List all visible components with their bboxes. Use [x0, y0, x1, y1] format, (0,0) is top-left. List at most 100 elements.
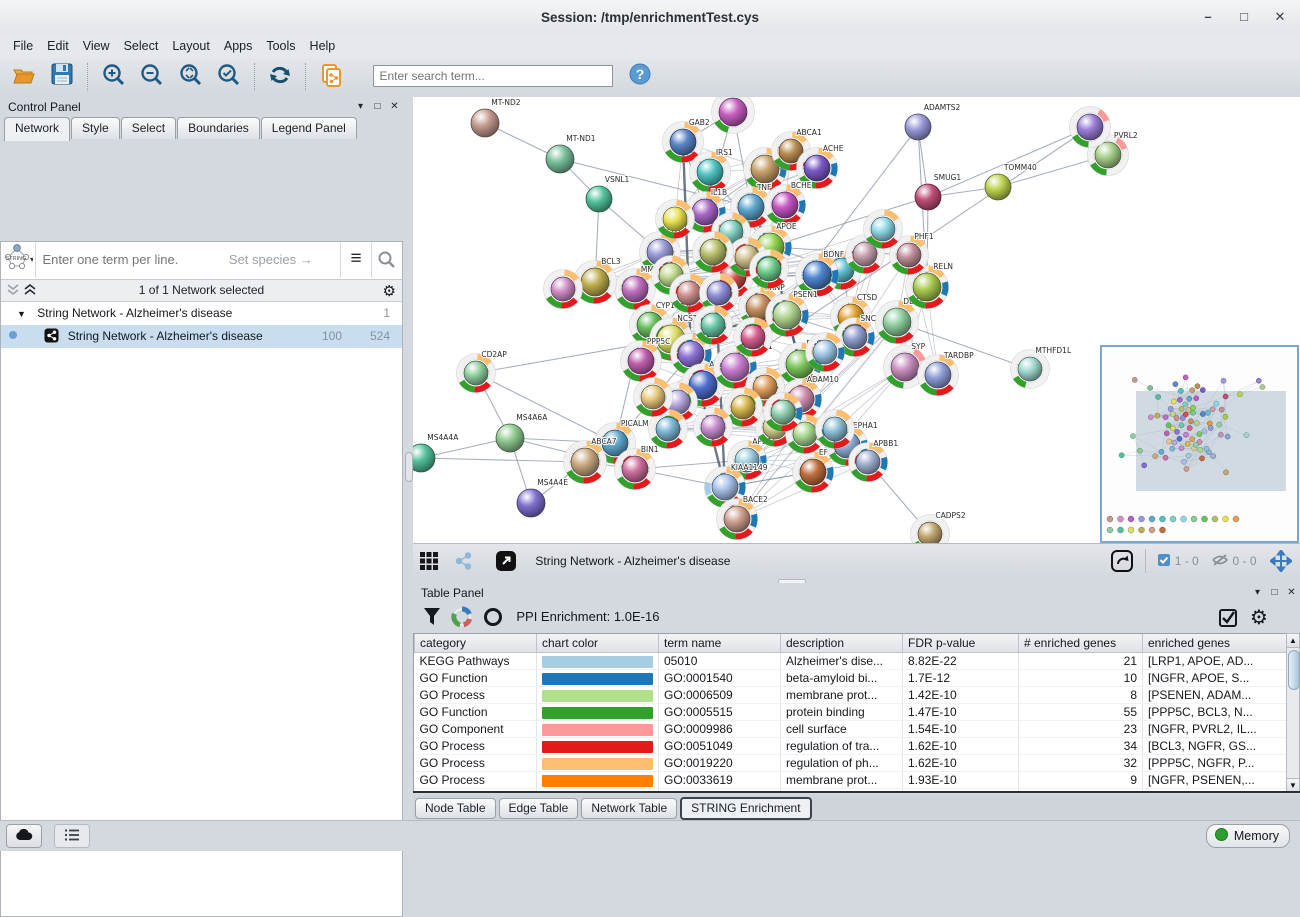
table-scrollbar[interactable]: ▲ ▼: [1286, 633, 1300, 793]
tab-node-table[interactable]: Node Table: [415, 798, 496, 819]
network-node[interactable]: [806, 333, 845, 372]
scroll-down-icon[interactable]: ▼: [1287, 778, 1299, 792]
task-list-button[interactable]: [54, 824, 90, 848]
network-node[interactable]: [634, 378, 673, 417]
network-node[interactable]: [864, 210, 903, 249]
menu-file[interactable]: File: [6, 35, 40, 57]
task-history-button[interactable]: [6, 824, 42, 848]
menu-view[interactable]: View: [76, 35, 117, 57]
tab-boundaries[interactable]: Boundaries: [177, 117, 260, 139]
vertical-splitter[interactable]: [403, 97, 413, 820]
settings-gear-icon[interactable]: ⚙: [1246, 605, 1272, 631]
network-node-adamts2[interactable]: ADAMTS2: [905, 103, 961, 140]
search-input[interactable]: [373, 65, 613, 87]
tab-select[interactable]: Select: [121, 117, 176, 139]
column-header-description[interactable]: description: [781, 634, 903, 653]
help-button[interactable]: ?: [628, 62, 660, 92]
network-node[interactable]: [734, 318, 773, 357]
grid-mode-button[interactable]: [415, 548, 443, 574]
network-node-ms4a4a[interactable]: MS4A4A: [413, 433, 459, 472]
open-session-button[interactable]: [11, 62, 43, 92]
splitter-grip[interactable]: [405, 452, 413, 482]
menu-apps[interactable]: Apps: [217, 35, 260, 57]
network-node[interactable]: [693, 232, 734, 273]
scrollbar-thumb[interactable]: [1288, 650, 1300, 690]
draw-charts-button[interactable]: [449, 604, 475, 630]
panel-menu-icon[interactable]: ▾: [352, 97, 369, 117]
menu-layout[interactable]: Layout: [165, 35, 217, 57]
filter-button[interactable]: [419, 604, 445, 630]
close-button[interactable]: ✕: [1262, 0, 1298, 35]
network-panel-gear-icon[interactable]: ⚙: [383, 281, 396, 302]
string-options-button[interactable]: ≡: [340, 242, 371, 278]
set-species-link[interactable]: Set species →: [229, 252, 313, 267]
zoom-in-button[interactable]: [101, 62, 133, 92]
column-header-term-name[interactable]: term name: [659, 634, 781, 653]
panel-float-icon[interactable]: □: [369, 97, 386, 117]
panel-close-icon[interactable]: ✕: [1283, 583, 1300, 603]
network-row[interactable]: String Network - Alzheimer's disease 100…: [1, 325, 402, 348]
network-node-cd2ap[interactable]: CD2AP: [457, 350, 508, 393]
panel-close-icon[interactable]: ✕: [386, 97, 403, 117]
refresh-button[interactable]: [267, 62, 299, 92]
column-header-enriched-genes[interactable]: enriched genes: [1143, 634, 1287, 653]
panel-menu-icon[interactable]: ▾: [1249, 583, 1266, 603]
clone-network-button[interactable]: [318, 62, 350, 92]
network-node[interactable]: [694, 306, 733, 345]
minimize-button[interactable]: –: [1190, 0, 1226, 35]
birdseye-view[interactable]: [1100, 345, 1299, 543]
zoom-fit-button[interactable]: [178, 62, 210, 92]
network-node[interactable]: [1070, 107, 1111, 148]
network-node-ms4a6a[interactable]: MS4A6A: [496, 413, 548, 452]
network-collection-row[interactable]: ▼ String Network - Alzheimer's disease 1: [1, 302, 402, 325]
network-node[interactable]: [764, 393, 803, 432]
column-header-fdr-p-value[interactable]: FDR p-value: [903, 634, 1019, 653]
birdseye-toggle-button[interactable]: [450, 548, 478, 574]
memory-button[interactable]: Memory: [1206, 824, 1290, 848]
open-in-browser-button[interactable]: [492, 548, 520, 574]
menu-edit[interactable]: Edit: [40, 35, 76, 57]
menu-help[interactable]: Help: [303, 35, 343, 57]
string-search-button[interactable]: [371, 242, 402, 278]
zoom-selected-button[interactable]: [216, 62, 248, 92]
network-node-mt-nd1[interactable]: MT-ND1: [546, 134, 596, 173]
maximize-button[interactable]: □: [1226, 0, 1262, 35]
pan-tool-button[interactable]: [1267, 548, 1295, 574]
select-columns-button[interactable]: [1216, 605, 1242, 631]
network-node-tardbp[interactable]: TARDBP: [918, 351, 975, 396]
tab-network-table[interactable]: Network Table: [581, 798, 677, 819]
network-node-cadps2[interactable]: CADPS2: [911, 511, 966, 543]
network-node-mthfd1l[interactable]: MTHFD1L: [1011, 346, 1072, 389]
string-term-input[interactable]: [40, 251, 224, 268]
network-node[interactable]: [750, 250, 789, 289]
network-node[interactable]: [544, 270, 583, 309]
network-node[interactable]: [694, 408, 733, 447]
network-node-vsnl1[interactable]: VSNL1: [586, 175, 630, 212]
network-node-mt-nd2[interactable]: MT-ND2: [471, 98, 521, 137]
collapse-expand-icons[interactable]: [5, 282, 39, 298]
tab-legend-panel[interactable]: Legend Panel: [261, 117, 357, 139]
column-header--enriched-genes[interactable]: # enriched genes: [1019, 634, 1143, 653]
tab-network[interactable]: Network: [4, 117, 70, 141]
network-node[interactable]: [712, 97, 755, 134]
zoom-out-button[interactable]: [139, 62, 171, 92]
string-logo-icon[interactable]: STRING ▾: [1, 242, 36, 278]
menu-select[interactable]: Select: [117, 35, 166, 57]
tab-style[interactable]: Style: [71, 117, 120, 139]
tab-string-enrichment[interactable]: STRING Enrichment: [680, 797, 811, 820]
network-node[interactable]: [816, 410, 855, 449]
reset-charts-button[interactable]: [480, 604, 506, 630]
panel-float-icon[interactable]: □: [1266, 583, 1283, 603]
tab-edge-table[interactable]: Edge Table: [499, 798, 579, 819]
column-header-chart-color[interactable]: chart color: [537, 634, 659, 653]
export-network-button[interactable]: [1108, 548, 1136, 574]
network-node[interactable]: [656, 200, 695, 239]
